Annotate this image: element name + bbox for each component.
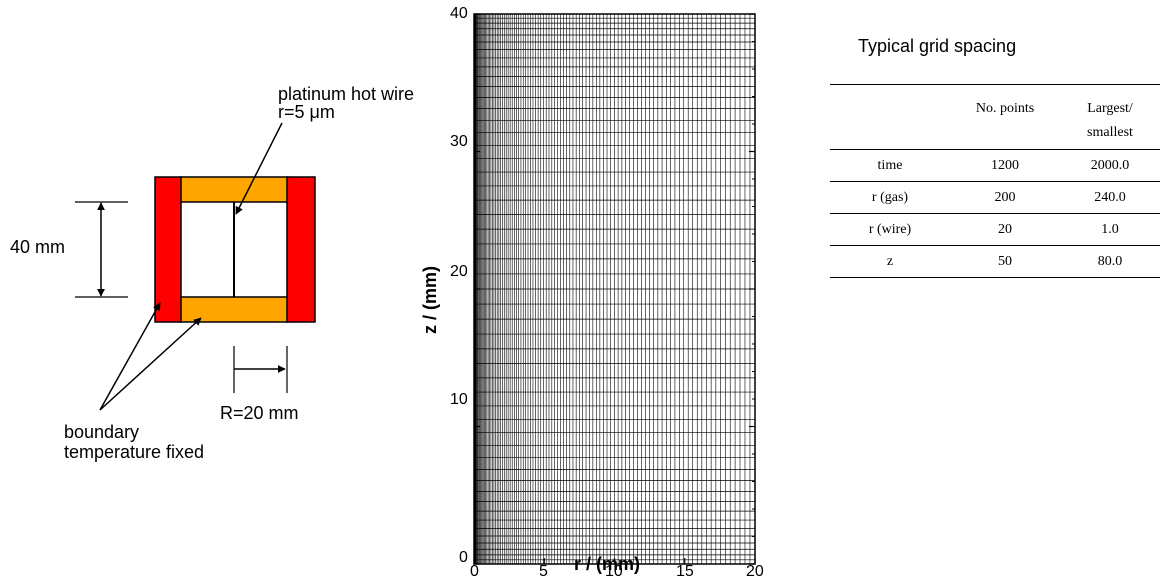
row-points: 50 (950, 245, 1060, 278)
x-axis-title: r / (mm) (574, 554, 641, 574)
y-tick-40: 40 (450, 5, 468, 22)
header-empty (830, 84, 950, 117)
row-ratio: 80.0 (1060, 245, 1160, 278)
row-ratio: 2000.0 (1060, 149, 1160, 182)
grid-mesh-plot (473, 13, 756, 565)
wire-label-line1: platinum hot wire (278, 84, 415, 104)
boundary-label-line1: boundary (64, 422, 140, 442)
wire-label-line2: r=5 μm (278, 102, 335, 122)
row-points: 20 (950, 213, 1060, 246)
header-empty-2 (830, 117, 950, 150)
y-tick-0: 0 (459, 549, 468, 566)
right-boundary-wall (286, 176, 316, 323)
row-ratio: 240.0 (1060, 181, 1160, 214)
header-no-points: No. points (950, 84, 1060, 117)
row-label: r (gas) (830, 181, 950, 214)
row-points: 200 (950, 181, 1060, 214)
y-tick-30: 30 (450, 133, 468, 150)
y-tick-10: 10 (450, 391, 468, 408)
boundary-label-line2: temperature fixed (64, 442, 205, 462)
header-smallest: smallest (1060, 117, 1160, 150)
table-row: z 50 80.0 (830, 245, 1160, 278)
x-tick-20: 20 (746, 563, 764, 580)
header-empty-3 (950, 117, 1060, 150)
row-label: r (wire) (830, 213, 950, 246)
row-points: 1200 (950, 149, 1060, 182)
row-label: time (830, 149, 950, 182)
row-label: z (830, 245, 950, 278)
boundary-pointer-wall (99, 302, 161, 411)
y-tick-20: 20 (450, 263, 468, 280)
x-tick-15: 15 (676, 563, 694, 580)
axis-ticks (473, 13, 756, 565)
row-ratio: 1.0 (1060, 213, 1160, 246)
y-axis-title: z / (mm) (420, 265, 440, 335)
header-largest: Largest/ (1060, 84, 1160, 117)
mesh-lines (473, 13, 756, 565)
table-row: r (wire) 20 1.0 (830, 213, 1160, 246)
x-tick-0: 0 (470, 563, 479, 580)
wire-pointer-arrow (235, 122, 283, 215)
boundary-pointer-cap (99, 317, 202, 411)
radius-label: R=20 mm (220, 403, 299, 423)
table-row: time 1200 2000.0 (830, 149, 1160, 182)
x-tick-5: 5 (539, 563, 548, 580)
left-boundary-wall (154, 176, 182, 323)
cell-schematic (75, 122, 316, 411)
table-row: r (gas) 200 240.0 (830, 181, 1160, 214)
table-title: Typical grid spacing (858, 36, 1017, 56)
grid-spacing-table: No. points Largest/ smallest time 1200 2… (830, 84, 1160, 278)
height-label: 40 mm (10, 237, 66, 257)
